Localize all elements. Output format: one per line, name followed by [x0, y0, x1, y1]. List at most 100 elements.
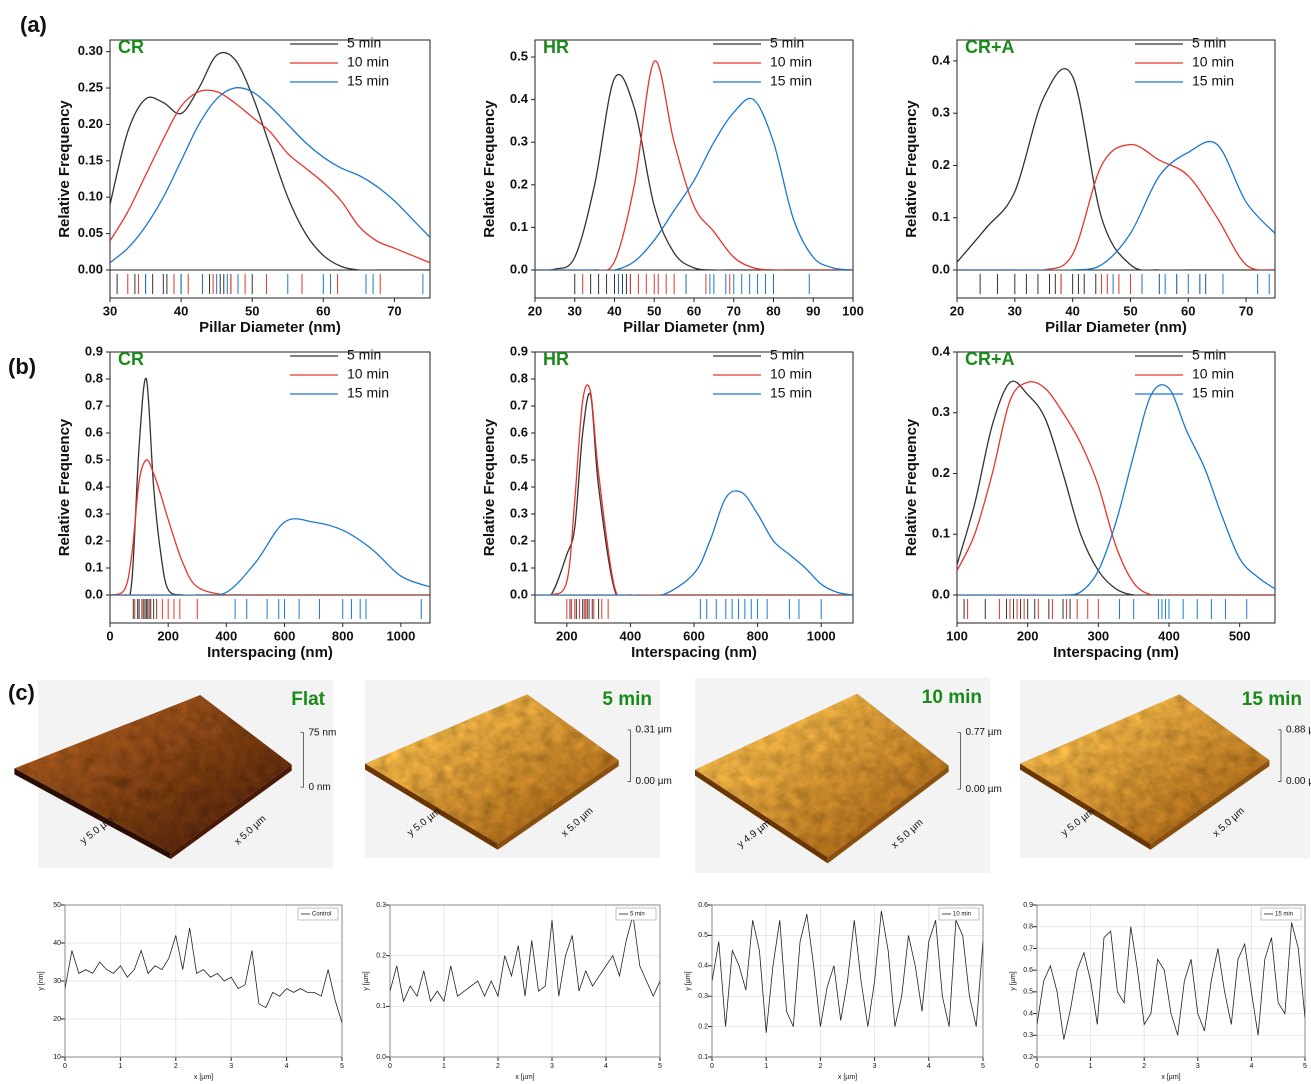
y-tick-label: 0.3 [510, 505, 528, 520]
legend-label: 5 min [630, 912, 645, 918]
y-tick-label: 0.0 [932, 586, 950, 601]
data-line [110, 51, 430, 270]
legend-box [938, 907, 980, 921]
y-axis-label: y [µm] [685, 971, 692, 990]
x-tick-label: 70 [387, 303, 401, 318]
x-tick-label: 60 [1181, 303, 1195, 318]
z-bottom-label: 0.00 µm [636, 776, 672, 787]
x-axis-label: Pillar Diameter (nm) [623, 319, 765, 336]
z-bottom-label: 0.00 µm [966, 784, 1002, 795]
x-tick-label: 1000 [386, 628, 415, 643]
x-tick-label: 60 [316, 303, 330, 318]
data-line [535, 97, 853, 270]
x-tick-label: 5 [340, 1063, 344, 1070]
y-tick-label: 0.5 [85, 451, 103, 466]
legend-label: 15 min [347, 73, 389, 89]
y-tick-label: 0.0 [376, 1054, 386, 1061]
x-tick-label: 300 [1087, 628, 1109, 643]
legend-label: 5 min [347, 35, 381, 51]
y-tick-label: 0.2 [698, 1023, 708, 1030]
plot-frame [956, 39, 1276, 299]
legend-box [615, 907, 657, 921]
chart-title: HR [543, 349, 569, 369]
data-line [712, 911, 983, 1033]
y-tick-label: 0.1 [376, 1003, 386, 1010]
y-tick-label: 0.6 [510, 424, 528, 439]
x-axis-label: Interspacing (nm) [631, 644, 757, 661]
z-scale-bar [957, 732, 961, 790]
y-tick-label: 0.20 [78, 116, 103, 131]
plot-frame [109, 39, 431, 299]
y-tick-label: 0.1 [932, 209, 950, 224]
legend-label: 15 min [1192, 385, 1234, 401]
x-tick-label: 20 [528, 303, 542, 318]
plot-frame [64, 904, 343, 1058]
y-tick-label: 0.05 [78, 225, 103, 240]
y-axis-label: Relative Frequency [56, 100, 73, 238]
x-tick-label: 5 [1303, 1063, 1307, 1070]
x-axis-label: x [µm] [194, 1074, 213, 1081]
data-line [957, 380, 1275, 595]
x-tick-label: 4 [927, 1063, 931, 1070]
y-axis-label: Relative Frequency [903, 418, 920, 556]
afm-edge [1020, 763, 1151, 850]
y-tick-label: 0.2 [376, 953, 386, 960]
data-line [390, 915, 660, 1003]
x-tick-label: 3 [229, 1063, 233, 1070]
afm-edge [1150, 760, 1270, 850]
x-tick-label: 3 [1196, 1063, 1200, 1070]
x-axis-label: Interspacing (nm) [207, 644, 333, 661]
legend-label: 15 min [1275, 912, 1293, 918]
legend-label: Control [312, 912, 331, 918]
afm-edge [827, 765, 949, 864]
data-line [110, 89, 430, 264]
y-tick-label: 0.10 [78, 189, 103, 204]
y-tick-label: 0.15 [78, 152, 103, 167]
y-tick-label: 0.5 [1023, 989, 1033, 996]
y-tick-label: 0.1 [932, 526, 950, 541]
x-tick-label: 4 [1249, 1063, 1253, 1070]
chart-panel: 0.0 0.1 0.2 0.3 0.4 0.5 20 30 40 50 60 70 80 90 100 Pil… [481, 35, 864, 336]
y-tick-label: 0.8 [1023, 924, 1033, 931]
y-tick-label: 0.9 [510, 343, 528, 358]
y-tick-label: 0.1 [698, 1054, 708, 1061]
z-top-label: 0.77 µm [966, 727, 1002, 738]
data-line [535, 384, 853, 595]
legend-box [297, 907, 339, 921]
legend-label: 5 min [1192, 35, 1226, 51]
y-tick-label: 40 [53, 940, 61, 947]
y-axis-label: Relative Frequency [481, 100, 498, 238]
afm-title: 5 min [602, 689, 652, 710]
x-tick-label: 60 [687, 303, 701, 318]
data-line [957, 143, 1275, 270]
chart-panel: 0.00 0.05 0.10 0.15 0.20 0.25 0.30 30 40 50 60 70 Pi… [56, 35, 431, 336]
panel-label: (a) [20, 12, 47, 37]
y-axis-label: Relative Frequency [903, 100, 920, 238]
y-tick-label: 0.6 [698, 902, 708, 909]
y-tick-label: 0.4 [698, 963, 708, 970]
data-line [957, 381, 1275, 595]
chart-panel: 0.0 0.1 0.2 0.3 0.4 20 30 40 50 60 70 Pillar Diamet… [903, 35, 1276, 336]
y-tick-label: 0.5 [510, 451, 528, 466]
z-top-label: 0.31 µm [636, 724, 672, 735]
y-tick-label: 0.9 [1023, 902, 1033, 909]
x-tick-label: 50 [245, 303, 259, 318]
y-tick-label: 0.3 [1023, 1032, 1033, 1039]
afm-surface [365, 694, 619, 844]
x-tick-label: 30 [568, 303, 582, 318]
x-tick-label: 20 [950, 303, 964, 318]
legend-label: 15 min [1192, 73, 1234, 89]
z-bottom-label: 0.00 µm [1286, 776, 1311, 787]
x-tick-label: 1000 [807, 628, 836, 643]
z-bottom-label: 0 nm [309, 782, 331, 793]
x-tick-label: 3 [873, 1063, 877, 1070]
x-tick-label: 500 [1229, 628, 1251, 643]
legend-label: 10 min [347, 366, 389, 382]
afm-title: 10 min [922, 687, 982, 708]
x-tick-label: 4 [285, 1063, 289, 1070]
x-axis-label: x [µm] [838, 1074, 857, 1081]
legend-label: 5 min [347, 347, 381, 363]
y-axis-label: y [nm] [38, 971, 45, 990]
